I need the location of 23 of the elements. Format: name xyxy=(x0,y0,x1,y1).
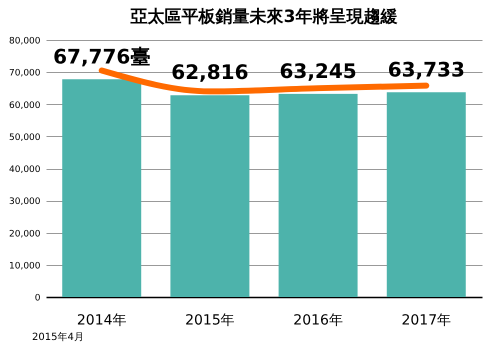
y-tick-label: 80,000 xyxy=(9,36,41,46)
x-tick-label: 2015年 xyxy=(185,312,235,328)
data-label: 63,245 xyxy=(280,58,357,83)
bar xyxy=(386,92,466,297)
data-label: 63,733 xyxy=(388,57,465,82)
y-tick-label: 20,000 xyxy=(9,229,41,240)
chart-title: 亞太區平板銷量未來3年將呈現趨緩 xyxy=(130,7,398,27)
bar xyxy=(170,95,250,297)
bar xyxy=(62,79,142,297)
bar xyxy=(278,94,358,297)
y-tick-label: 10,000 xyxy=(9,261,41,272)
y-tick-label: 70,000 xyxy=(9,68,41,79)
y-tick-label: 0 xyxy=(34,294,41,304)
x-tick-label: 2017年 xyxy=(401,312,452,328)
data-label: 62,816 xyxy=(171,60,248,84)
data-label: 67,776臺 xyxy=(53,44,150,68)
x-tick-label: 2016年 xyxy=(293,312,343,328)
y-tick-label: 50,000 xyxy=(9,132,41,143)
y-tick-label: 40,000 xyxy=(9,165,41,175)
y-tick-label: 30,000 xyxy=(9,197,41,208)
x-tick-label: 2014年 xyxy=(76,312,127,328)
text: 2015年4月 xyxy=(32,331,84,344)
y-tick-label: 60,000 xyxy=(9,100,41,111)
